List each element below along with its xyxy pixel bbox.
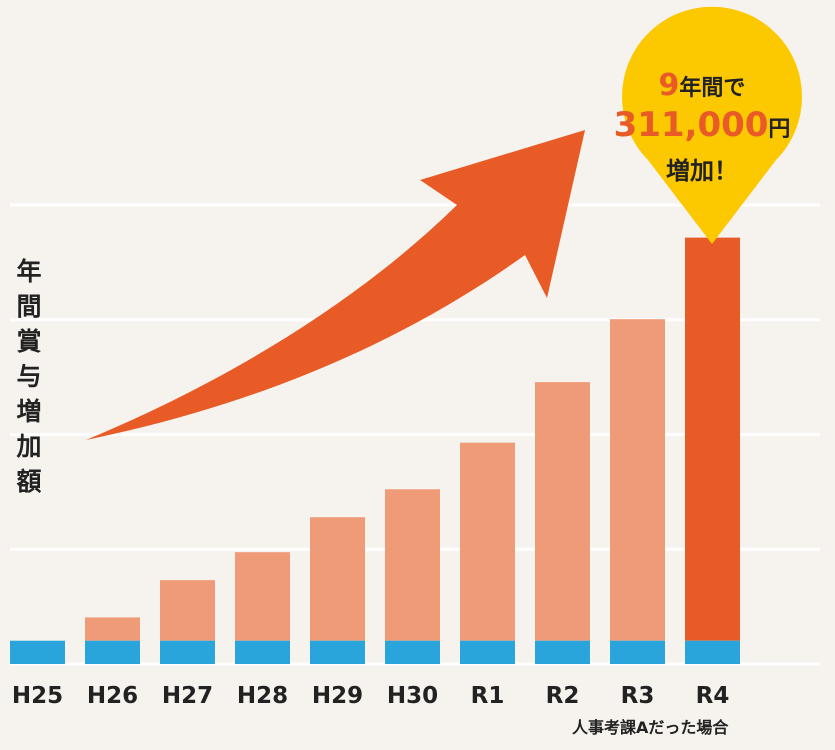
- bar-increase-R1: [460, 442, 515, 641]
- x-tick-R1: R1: [471, 683, 505, 709]
- x-tick-H28: H28: [237, 683, 288, 709]
- bar-base-R4: [685, 640, 740, 664]
- y-axis-label: 年間賞与増加額: [16, 257, 42, 496]
- bar-base-R3: [610, 640, 665, 664]
- callout-years: 9年間で: [659, 71, 746, 103]
- footnote: 人事考課Aだった場合: [572, 718, 729, 737]
- callout-amount-unit: 円: [768, 117, 791, 142]
- bar-increase-H29: [310, 517, 365, 641]
- x-tick-H25: H25: [12, 683, 63, 709]
- callout-amount-value: 311,000: [613, 105, 769, 145]
- bar-increase-H26: [85, 617, 140, 641]
- bar-increase-H30: [385, 489, 440, 641]
- x-tick-R3: R3: [621, 683, 655, 709]
- bar-increase-R3: [610, 319, 665, 641]
- bar-increase-H28: [235, 552, 290, 641]
- x-tick-labels: H25 H26 H27 H28 H29 H30 R1 R2 R3 R4: [12, 683, 729, 709]
- bar-base-H28: [235, 640, 290, 664]
- bar-base-H27: [160, 640, 215, 664]
- bar-increase-H27: [160, 580, 215, 641]
- bar-base-H26: [85, 640, 140, 664]
- bar-increase-R2: [535, 382, 590, 641]
- x-tick-H27: H27: [162, 683, 213, 709]
- bars: [10, 237, 740, 664]
- x-tick-H29: H29: [312, 683, 363, 709]
- callout-amount: 311,000円: [614, 103, 791, 152]
- bar-base-H29: [310, 640, 365, 664]
- callout-years-number: 9: [658, 68, 680, 103]
- bar-increase-R4: [685, 237, 740, 641]
- x-tick-R4: R4: [696, 683, 730, 709]
- bar-base-H30: [385, 640, 440, 664]
- x-tick-R2: R2: [546, 683, 580, 709]
- callout-increase-text: 増加！: [666, 157, 738, 185]
- callout-years-suffix: 年間で: [679, 76, 746, 101]
- growth-arrow: [86, 130, 585, 440]
- x-tick-H30: H30: [387, 683, 438, 709]
- callout-pin: [622, 6, 802, 245]
- bar-base-R2: [535, 640, 590, 664]
- x-tick-H26: H26: [87, 683, 138, 709]
- bar-base-R1: [460, 640, 515, 664]
- callout-bubble: 9年間で 311,000円 増加！: [612, 40, 792, 240]
- bar-base-H25: [10, 640, 65, 664]
